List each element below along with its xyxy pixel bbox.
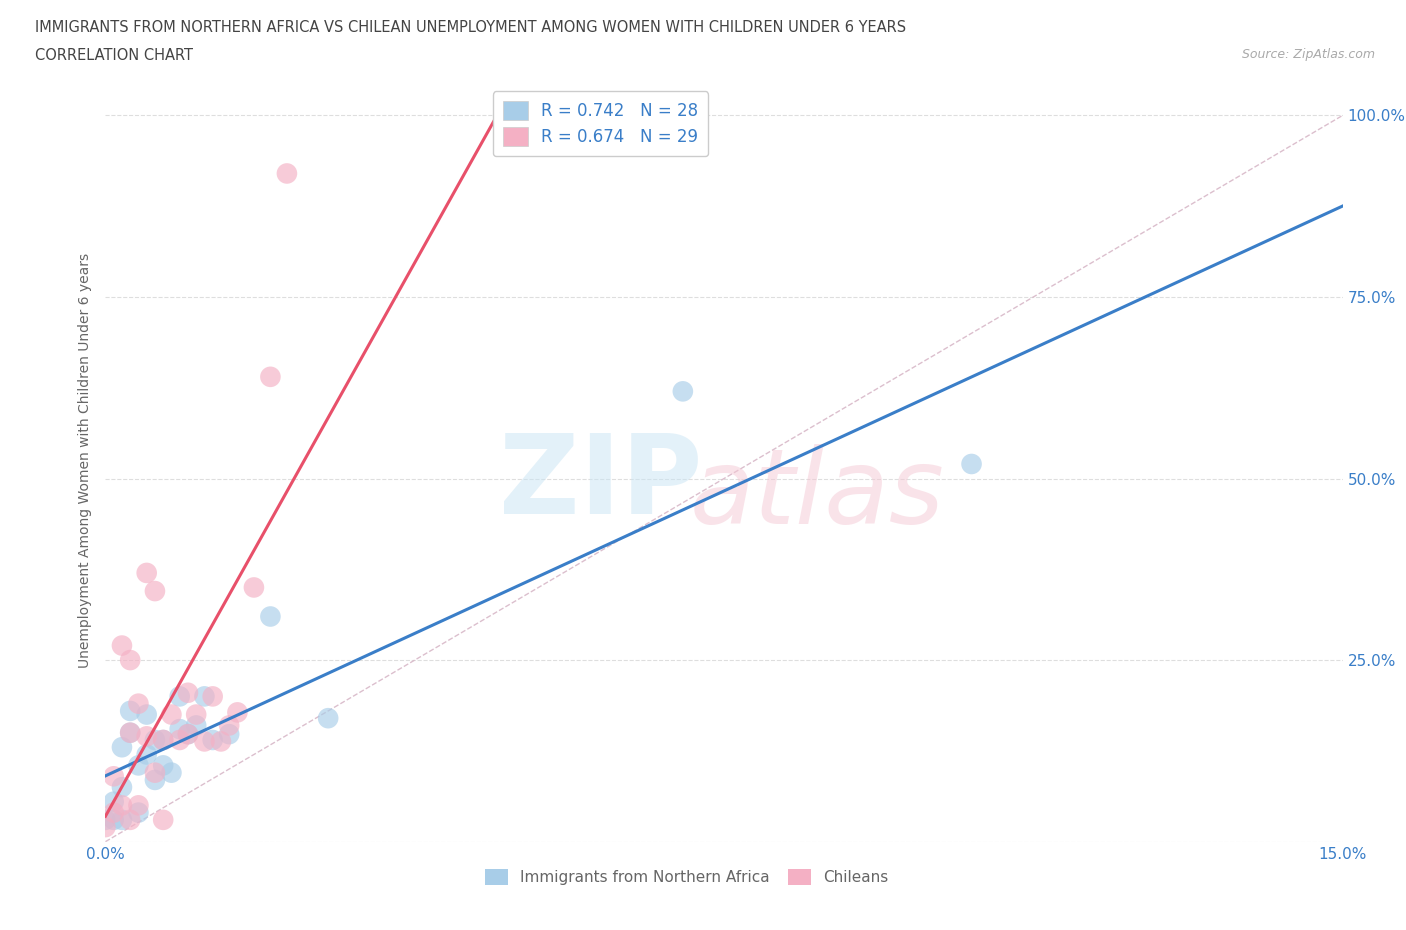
Point <box>316 711 339 725</box>
Point <box>127 697 149 711</box>
Point <box>152 758 174 773</box>
Point <box>201 733 224 748</box>
Point <box>143 733 166 748</box>
Point <box>177 726 200 741</box>
Point <box>226 705 249 720</box>
Point <box>218 726 240 741</box>
Point <box>111 798 134 813</box>
Point <box>120 725 142 740</box>
Point <box>259 609 281 624</box>
Point <box>209 734 232 749</box>
Point <box>127 758 149 773</box>
Point <box>135 707 157 722</box>
Point <box>111 638 134 653</box>
Point <box>177 726 200 741</box>
Point <box>120 813 142 828</box>
Point <box>111 779 134 794</box>
Point <box>103 769 125 784</box>
Point <box>169 733 191 748</box>
Point <box>94 813 117 828</box>
Point <box>169 689 191 704</box>
Point <box>103 813 125 828</box>
Legend: Immigrants from Northern Africa, Chileans: Immigrants from Northern Africa, Chilean… <box>479 863 894 891</box>
Point <box>127 798 149 813</box>
Point <box>152 733 174 748</box>
Point <box>103 805 125 820</box>
Point <box>152 813 174 828</box>
Point <box>135 729 157 744</box>
Point <box>201 689 224 704</box>
Text: IMMIGRANTS FROM NORTHERN AFRICA VS CHILEAN UNEMPLOYMENT AMONG WOMEN WITH CHILDRE: IMMIGRANTS FROM NORTHERN AFRICA VS CHILE… <box>35 20 907 35</box>
Text: ZIP: ZIP <box>499 430 702 537</box>
Point <box>120 703 142 718</box>
Point <box>135 565 157 580</box>
Text: Source: ZipAtlas.com: Source: ZipAtlas.com <box>1241 48 1375 61</box>
Point <box>160 765 183 780</box>
Point <box>193 734 215 749</box>
Point <box>111 739 134 754</box>
Point <box>169 722 191 737</box>
Point <box>276 166 298 181</box>
Point <box>127 805 149 820</box>
Point <box>103 794 125 809</box>
Point <box>111 813 134 828</box>
Point <box>143 765 166 780</box>
Point <box>186 718 208 733</box>
Point <box>186 707 208 722</box>
Point <box>143 773 166 788</box>
Point <box>193 689 215 704</box>
Point <box>672 384 695 399</box>
Point <box>135 747 157 762</box>
Point <box>218 718 240 733</box>
Point <box>960 457 983 472</box>
Point <box>152 733 174 748</box>
Point <box>259 369 281 384</box>
Point <box>94 819 117 834</box>
Point <box>160 707 183 722</box>
Point <box>120 725 142 740</box>
Point <box>143 584 166 599</box>
Point <box>177 685 200 700</box>
Point <box>243 580 266 595</box>
Y-axis label: Unemployment Among Women with Children Under 6 years: Unemployment Among Women with Children U… <box>79 253 93 668</box>
Text: CORRELATION CHART: CORRELATION CHART <box>35 48 193 63</box>
Point <box>120 653 142 668</box>
Text: atlas: atlas <box>689 444 945 546</box>
